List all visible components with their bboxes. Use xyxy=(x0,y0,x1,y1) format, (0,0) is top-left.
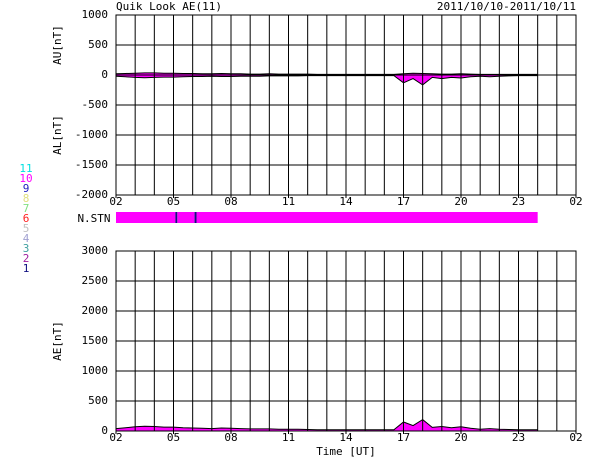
station-legend: 5 xyxy=(23,222,30,235)
x-axis-label: Time [UT] xyxy=(316,445,376,458)
x-tick-label: 20 xyxy=(454,431,467,444)
y-tick-label: 1000 xyxy=(82,364,109,377)
x-tick-label: 14 xyxy=(339,195,353,208)
x-tick-label: 05 xyxy=(167,195,180,208)
x-tick-label: 11 xyxy=(282,431,295,444)
y-tick-label: -2000 xyxy=(75,188,108,201)
line xyxy=(115,72,538,75)
x-tick-label: 17 xyxy=(397,195,410,208)
x-tick-label: 14 xyxy=(339,431,353,444)
station-segment xyxy=(116,212,176,223)
x-tick-label: 17 xyxy=(397,431,410,444)
y-axis-label: AE[nT] xyxy=(51,321,64,361)
y-tick-label: -500 xyxy=(82,98,109,111)
y-tick-label: 2500 xyxy=(82,274,109,287)
station-segment xyxy=(196,212,538,223)
x-tick-label: 02 xyxy=(569,195,582,208)
y-tick-label: -1000 xyxy=(75,128,108,141)
x-tick-label: 08 xyxy=(224,431,237,444)
y-tick-label: 500 xyxy=(88,394,108,407)
x-tick-label: 23 xyxy=(512,431,525,444)
area xyxy=(116,72,538,75)
y-tick-label: 1500 xyxy=(82,334,109,347)
y-tick-label: 500 xyxy=(88,38,108,51)
y-tick-label: -1500 xyxy=(75,158,108,171)
x-tick-label: 05 xyxy=(167,431,180,444)
station-legend: 6 xyxy=(23,212,30,225)
station-legend: 2 xyxy=(23,252,30,265)
x-tick-label: 11 xyxy=(282,195,295,208)
x-tick-label: 02 xyxy=(109,431,122,444)
station-legend: 8 xyxy=(23,192,30,205)
station-legend: 9 xyxy=(23,182,30,195)
y-tick-label: 1000 xyxy=(82,8,109,21)
line xyxy=(115,418,538,431)
station-legend: 10 xyxy=(19,172,32,185)
station-legend: 7 xyxy=(23,202,30,215)
y-tick-label: 0 xyxy=(101,424,108,437)
station-segment xyxy=(175,212,178,223)
x-tick-label: 23 xyxy=(512,195,525,208)
y-axis-label: AL[nT] xyxy=(51,115,64,155)
station-label: N.STN xyxy=(77,212,110,225)
station-legend: 1 xyxy=(23,262,30,275)
station-segment xyxy=(194,212,197,223)
x-tick-label: 20 xyxy=(454,195,467,208)
date-range: 2011/10/10-2011/10/11 xyxy=(437,0,576,13)
x-tick-label: 02 xyxy=(569,431,582,444)
station-legend: 3 xyxy=(23,242,30,255)
x-tick-label: 02 xyxy=(109,195,122,208)
y-tick-label: 0 xyxy=(101,68,108,81)
line xyxy=(115,75,538,86)
y-tick-label: 3000 xyxy=(82,244,109,257)
station-legend: 4 xyxy=(23,232,30,245)
chart-title: Quik Look AE(11) xyxy=(116,0,222,13)
station-legend: 11 xyxy=(19,162,32,175)
station-segment xyxy=(177,212,195,223)
y-tick-label: 2000 xyxy=(82,304,109,317)
y-axis-label: AU[nT] xyxy=(51,25,64,65)
x-tick-label: 08 xyxy=(224,195,237,208)
